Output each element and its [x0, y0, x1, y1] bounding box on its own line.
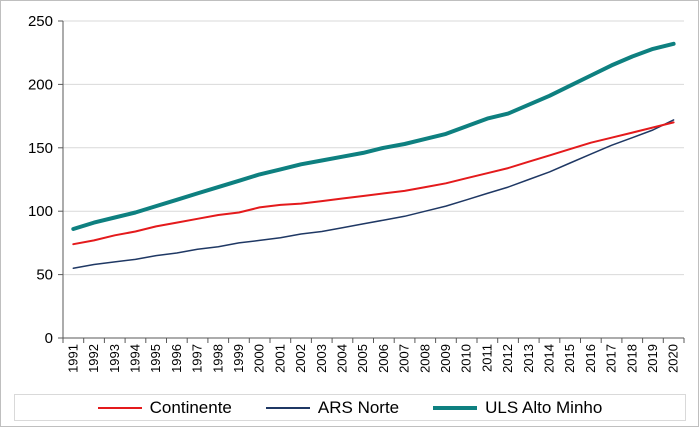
legend-swatch-continente: [97, 406, 142, 409]
legend-label-continente: Continente: [149, 397, 232, 417]
y-tick-label-100: 100: [28, 203, 53, 220]
x-tick-label-2017: 2017: [604, 344, 619, 373]
x-tick-label-2001: 2001: [272, 344, 287, 373]
x-tick-label-1998: 1998: [210, 344, 225, 373]
x-tick-label-2011: 2011: [479, 344, 494, 372]
x-tick-label-1991: 1991: [65, 344, 80, 373]
x-tick-label-1996: 1996: [169, 344, 184, 373]
x-tick-label-1994: 1994: [127, 344, 142, 373]
series-line-uls-alto-minho: [71, 41, 676, 231]
legend-swatch-ars-norte: [265, 406, 310, 409]
x-tick-label-2005: 2005: [355, 344, 370, 373]
y-axis-ticks: 0 50 100 150 200 250: [28, 13, 53, 347]
y-tick-label-0: 0: [45, 330, 53, 347]
legend-item-uls-alto-minho: ULS Alto Minho: [433, 398, 602, 418]
x-tick-label-2019: 2019: [645, 344, 660, 373]
x-tick-label-2008: 2008: [417, 344, 432, 373]
x-tick-label-1992: 1992: [86, 344, 101, 373]
x-tick-label-2018: 2018: [624, 344, 639, 373]
x-tick-label-2004: 2004: [334, 344, 349, 373]
x-tick-label-2003: 2003: [314, 344, 329, 373]
x-tick-label-2014: 2014: [541, 344, 556, 373]
x-tick-label-1999: 1999: [231, 344, 246, 373]
x-tick-label-2010: 2010: [459, 344, 474, 373]
x-tick-label-1997: 1997: [190, 344, 205, 373]
series-lines: [71, 41, 676, 270]
y-tick-label-200: 200: [28, 76, 53, 93]
x-axis-ticks: 1991 1992 1993 1994 1995 1996 1997 1998 1999 2000…: [65, 344, 680, 373]
y-tick-label-50: 50: [36, 267, 53, 284]
x-tick-label-2013: 2013: [521, 344, 536, 373]
series-line-ars-norte: [72, 119, 675, 270]
x-tick-label-2006: 2006: [376, 344, 391, 373]
x-tick-label-2015: 2015: [562, 344, 577, 373]
legend-label-ars-norte: ARS Norte: [317, 397, 400, 417]
x-tick-label-1995: 1995: [148, 344, 163, 373]
legend-swatch-uls-alto-minho: [433, 405, 478, 410]
legend-item-continente: Continente: [97, 397, 232, 418]
legend-label-uls-alto-minho: ULS Alto Minho: [485, 397, 603, 417]
x-tick-label-2002: 2002: [293, 344, 308, 373]
x-tick-label-1993: 1993: [107, 344, 122, 373]
legend: Continente ARS Norte ULS Alto Minho: [14, 394, 686, 421]
axes: [58, 20, 685, 343]
legend-item-ars-norte: ARS Norte: [265, 397, 400, 418]
x-tick-label-2012: 2012: [500, 344, 515, 373]
gridlines: [63, 20, 684, 276]
x-tick-label-2016: 2016: [583, 344, 598, 373]
y-tick-label-250: 250: [28, 13, 53, 30]
x-tick-label-2009: 2009: [438, 344, 453, 373]
x-tick-label-2007: 2007: [397, 344, 412, 373]
x-tick-label-2020: 2020: [666, 344, 681, 373]
y-tick-label-150: 150: [28, 140, 53, 157]
series-line-continente: [72, 121, 675, 246]
x-tick-label-2000: 2000: [252, 344, 267, 373]
